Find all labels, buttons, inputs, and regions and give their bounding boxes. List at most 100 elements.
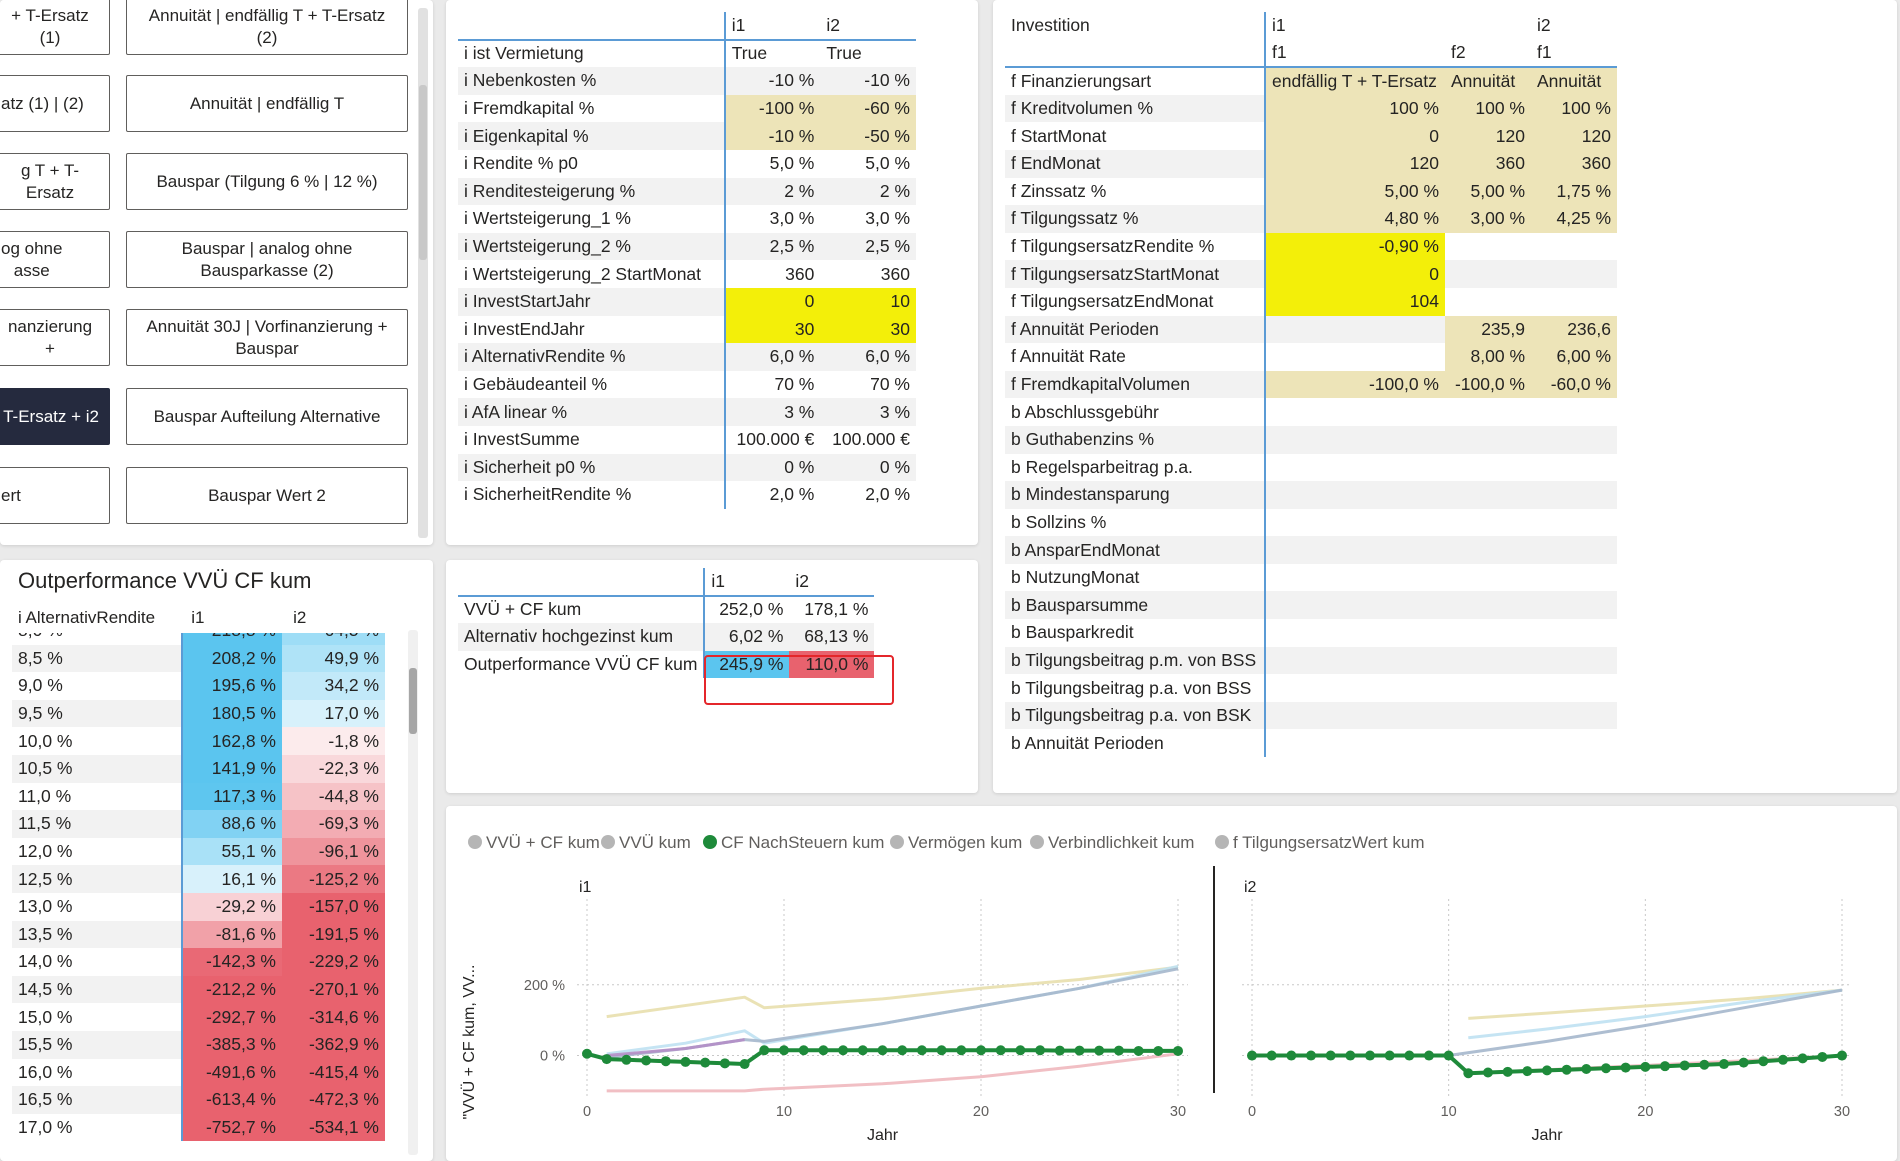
series-line[interactable] [1448, 988, 1843, 1057]
series-point[interactable] [641, 1055, 652, 1066]
series-point[interactable] [1074, 1045, 1085, 1056]
legend-marker[interactable] [1030, 835, 1044, 849]
series-point[interactable] [1640, 1061, 1651, 1072]
series-point[interactable] [1620, 1062, 1631, 1073]
bookmark-button[interactable]: ert [0, 467, 110, 524]
series-point[interactable] [1699, 1059, 1710, 1070]
legend-label[interactable]: Vermögen kum [908, 833, 1022, 852]
series-point[interactable] [1286, 1050, 1297, 1061]
bookmark-button[interactable]: T-Ersatz + i2 [0, 388, 110, 445]
series-point[interactable] [1778, 1054, 1788, 1065]
series-point[interactable] [1015, 1045, 1026, 1056]
bookmark-button[interactable]: Annuität | endfällig T + T-Ersatz (2) [126, 0, 408, 55]
series-point[interactable] [838, 1045, 849, 1056]
bookmark-scrollbar-thumb[interactable] [419, 85, 427, 260]
bookmark-button[interactable]: Annuität 30J | Vorfinanzierung + Bauspar [126, 309, 408, 366]
series-point[interactable] [1345, 1050, 1356, 1061]
series-point[interactable] [680, 1056, 691, 1067]
legend-marker[interactable] [703, 835, 717, 849]
series-point[interactable] [818, 1045, 829, 1056]
bookmark-button[interactable]: atz (1) | (2) [0, 75, 110, 132]
legend-marker[interactable] [890, 835, 904, 849]
series-point[interactable] [582, 1048, 592, 1059]
series-point[interactable] [779, 1045, 789, 1056]
legend-marker[interactable] [601, 835, 615, 849]
outperformance-body[interactable]: 8,0 %218,8 %64,5 %8,5 %208,2 %49,9 %9,0 … [12, 633, 392, 1161]
series-point[interactable] [1094, 1045, 1105, 1056]
outperformance-scrollbar-thumb[interactable] [409, 668, 417, 734]
series-point[interactable] [1581, 1063, 1592, 1074]
series-point[interactable] [1443, 1050, 1454, 1061]
bookmark-button[interactable]: g T + T-Ersatz [0, 153, 110, 210]
series-point[interactable] [1758, 1056, 1769, 1067]
series-point[interactable] [1113, 1045, 1124, 1056]
series-point[interactable] [1266, 1050, 1277, 1061]
series-point[interactable] [660, 1056, 671, 1067]
series-point[interactable] [1738, 1057, 1749, 1068]
series-point[interactable] [601, 1054, 612, 1065]
series-point[interactable] [1424, 1050, 1434, 1061]
bookmark-button[interactable]: Bauspar (Tilgung 6 % | 12 %) [126, 153, 408, 210]
series-point[interactable] [1679, 1060, 1690, 1071]
series-point[interactable] [1133, 1045, 1144, 1056]
series-point[interactable] [1325, 1050, 1336, 1061]
series-point[interactable] [798, 1045, 809, 1056]
outperformance-scrollbar-track[interactable] [408, 630, 418, 1155]
series-line[interactable] [1468, 988, 1843, 1040]
series-point[interactable] [976, 1045, 986, 1056]
series-point[interactable] [995, 1045, 1006, 1056]
series-line[interactable] [606, 1038, 745, 1057]
legend-marker[interactable] [468, 835, 482, 849]
legend-label[interactable]: VVÜ + CF kum [486, 833, 600, 852]
series-point[interactable] [1463, 1068, 1474, 1079]
legend-label[interactable]: CF NachSteuern kum [721, 833, 884, 852]
series-point[interactable] [936, 1045, 947, 1056]
series-point[interactable] [897, 1045, 908, 1056]
series-line[interactable] [606, 1052, 1179, 1093]
bookmark-button[interactable]: Bauspar Aufteilung Alternative [126, 388, 408, 445]
series-point[interactable] [1153, 1045, 1164, 1056]
series-line[interactable] [606, 965, 1179, 1019]
series-point[interactable] [916, 1045, 927, 1056]
bookmark-button[interactable]: + T-Ersatz (1) [0, 0, 110, 55]
series-line[interactable] [606, 967, 1179, 1059]
series-point[interactable] [1601, 1063, 1611, 1074]
bookmark-button[interactable]: Annuität | endfällig T [126, 75, 408, 132]
series-line[interactable] [1468, 988, 1843, 1020]
series-point[interactable] [1797, 1053, 1808, 1064]
bookmark-button[interactable]: og ohne asse [0, 231, 110, 288]
bookmark-button[interactable]: nanzierung + [0, 309, 110, 366]
series-point[interactable] [1483, 1067, 1493, 1078]
bookmark-button[interactable]: Bauspar Wert 2 [126, 467, 408, 524]
series-point[interactable] [1502, 1066, 1513, 1077]
series-point[interactable] [1365, 1050, 1375, 1061]
series-point[interactable] [1054, 1045, 1065, 1056]
outperformance-col-rendite[interactable]: i AlternativRendite [18, 607, 156, 627]
series-point[interactable] [739, 1059, 750, 1070]
series-point[interactable] [1542, 1065, 1552, 1076]
series-point[interactable] [700, 1057, 711, 1068]
outperformance-col-i1[interactable]: i1 [191, 607, 205, 627]
legend-marker[interactable] [1215, 835, 1229, 849]
series-point[interactable] [621, 1054, 632, 1065]
series-point[interactable] [1522, 1066, 1533, 1077]
bookmark-button[interactable]: Bauspar | analog ohne Bausparkasse (2) [126, 231, 408, 288]
series-point[interactable] [1404, 1050, 1415, 1061]
series-point[interactable] [956, 1045, 967, 1056]
series-point[interactable] [719, 1058, 730, 1069]
outperformance-col-i2[interactable]: i2 [293, 607, 307, 627]
series-point[interactable] [1660, 1061, 1670, 1072]
legend-label[interactable]: Verbindlichkeit kum [1048, 833, 1194, 852]
series-point[interactable] [1817, 1051, 1828, 1062]
series-point[interactable] [1247, 1050, 1257, 1061]
series-point[interactable] [877, 1045, 888, 1056]
series-point[interactable] [1837, 1050, 1847, 1061]
series-point[interactable] [1719, 1059, 1729, 1070]
series-point[interactable] [857, 1045, 868, 1056]
series-point[interactable] [1035, 1045, 1046, 1056]
bookmark-scrollbar-track[interactable] [418, 8, 428, 538]
series-point[interactable] [1561, 1064, 1572, 1075]
series-point[interactable] [1306, 1050, 1316, 1061]
series-point[interactable] [1173, 1045, 1183, 1056]
series-point[interactable] [1384, 1050, 1395, 1061]
